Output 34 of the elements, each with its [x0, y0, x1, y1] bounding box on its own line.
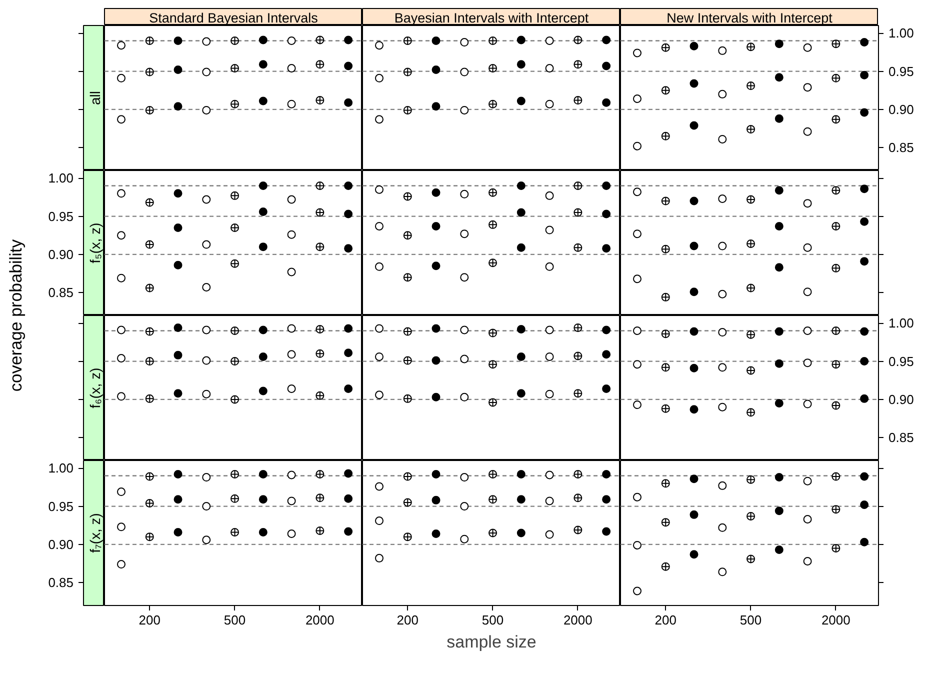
x-tick-label: 2000: [821, 612, 850, 628]
x-axis-title: sample size: [446, 632, 536, 652]
x-tick-label: 2000: [563, 612, 592, 628]
y-tick-label: 0.85: [888, 140, 914, 156]
y-tick-label: 0.95: [888, 64, 914, 79]
y-tick-label: 0.85: [48, 285, 74, 300]
y-tick-label: 0.95: [888, 354, 914, 369]
chart-title: Bayesian Intervals with Intercept: [394, 10, 589, 26]
chart-title: New Intervals with Intercept: [666, 10, 833, 26]
y-tick-label: 0.90: [888, 102, 914, 117]
y-tick-label: 1.00: [888, 316, 914, 331]
y-tick-label: 0.95: [48, 208, 74, 224]
chart-title: Standard Bayesian Intervals: [149, 10, 318, 26]
y-tick-label: 0.90: [48, 536, 74, 552]
y-tick-label: 0.85: [48, 575, 74, 590]
y-tick-label: 0.85: [888, 430, 914, 446]
y-tick-label: 1.00: [888, 26, 914, 41]
y-tick-label: 1.00: [48, 170, 74, 186]
text: f₅(x, z): [87, 222, 104, 264]
x-tick-label: 500: [482, 612, 504, 628]
y-axis-title: coverage probability: [6, 238, 26, 392]
y-tick-label: 1.00: [48, 460, 74, 476]
text: f₇(x, z): [87, 513, 104, 553]
x-tick-label: 200: [396, 612, 418, 628]
x-tick-label: 2000: [305, 612, 334, 628]
x-tick-label: 500: [224, 612, 246, 628]
x-tick-label: 200: [654, 612, 676, 628]
x-tick-label: 500: [740, 612, 762, 628]
text: all: [87, 90, 104, 106]
text: f₆(x, z): [87, 368, 104, 408]
y-tick-label: 0.90: [48, 246, 74, 262]
y-tick-label: 0.95: [48, 498, 74, 514]
y-tick-label: 0.90: [888, 392, 914, 407]
x-tick-label: 200: [138, 612, 160, 628]
